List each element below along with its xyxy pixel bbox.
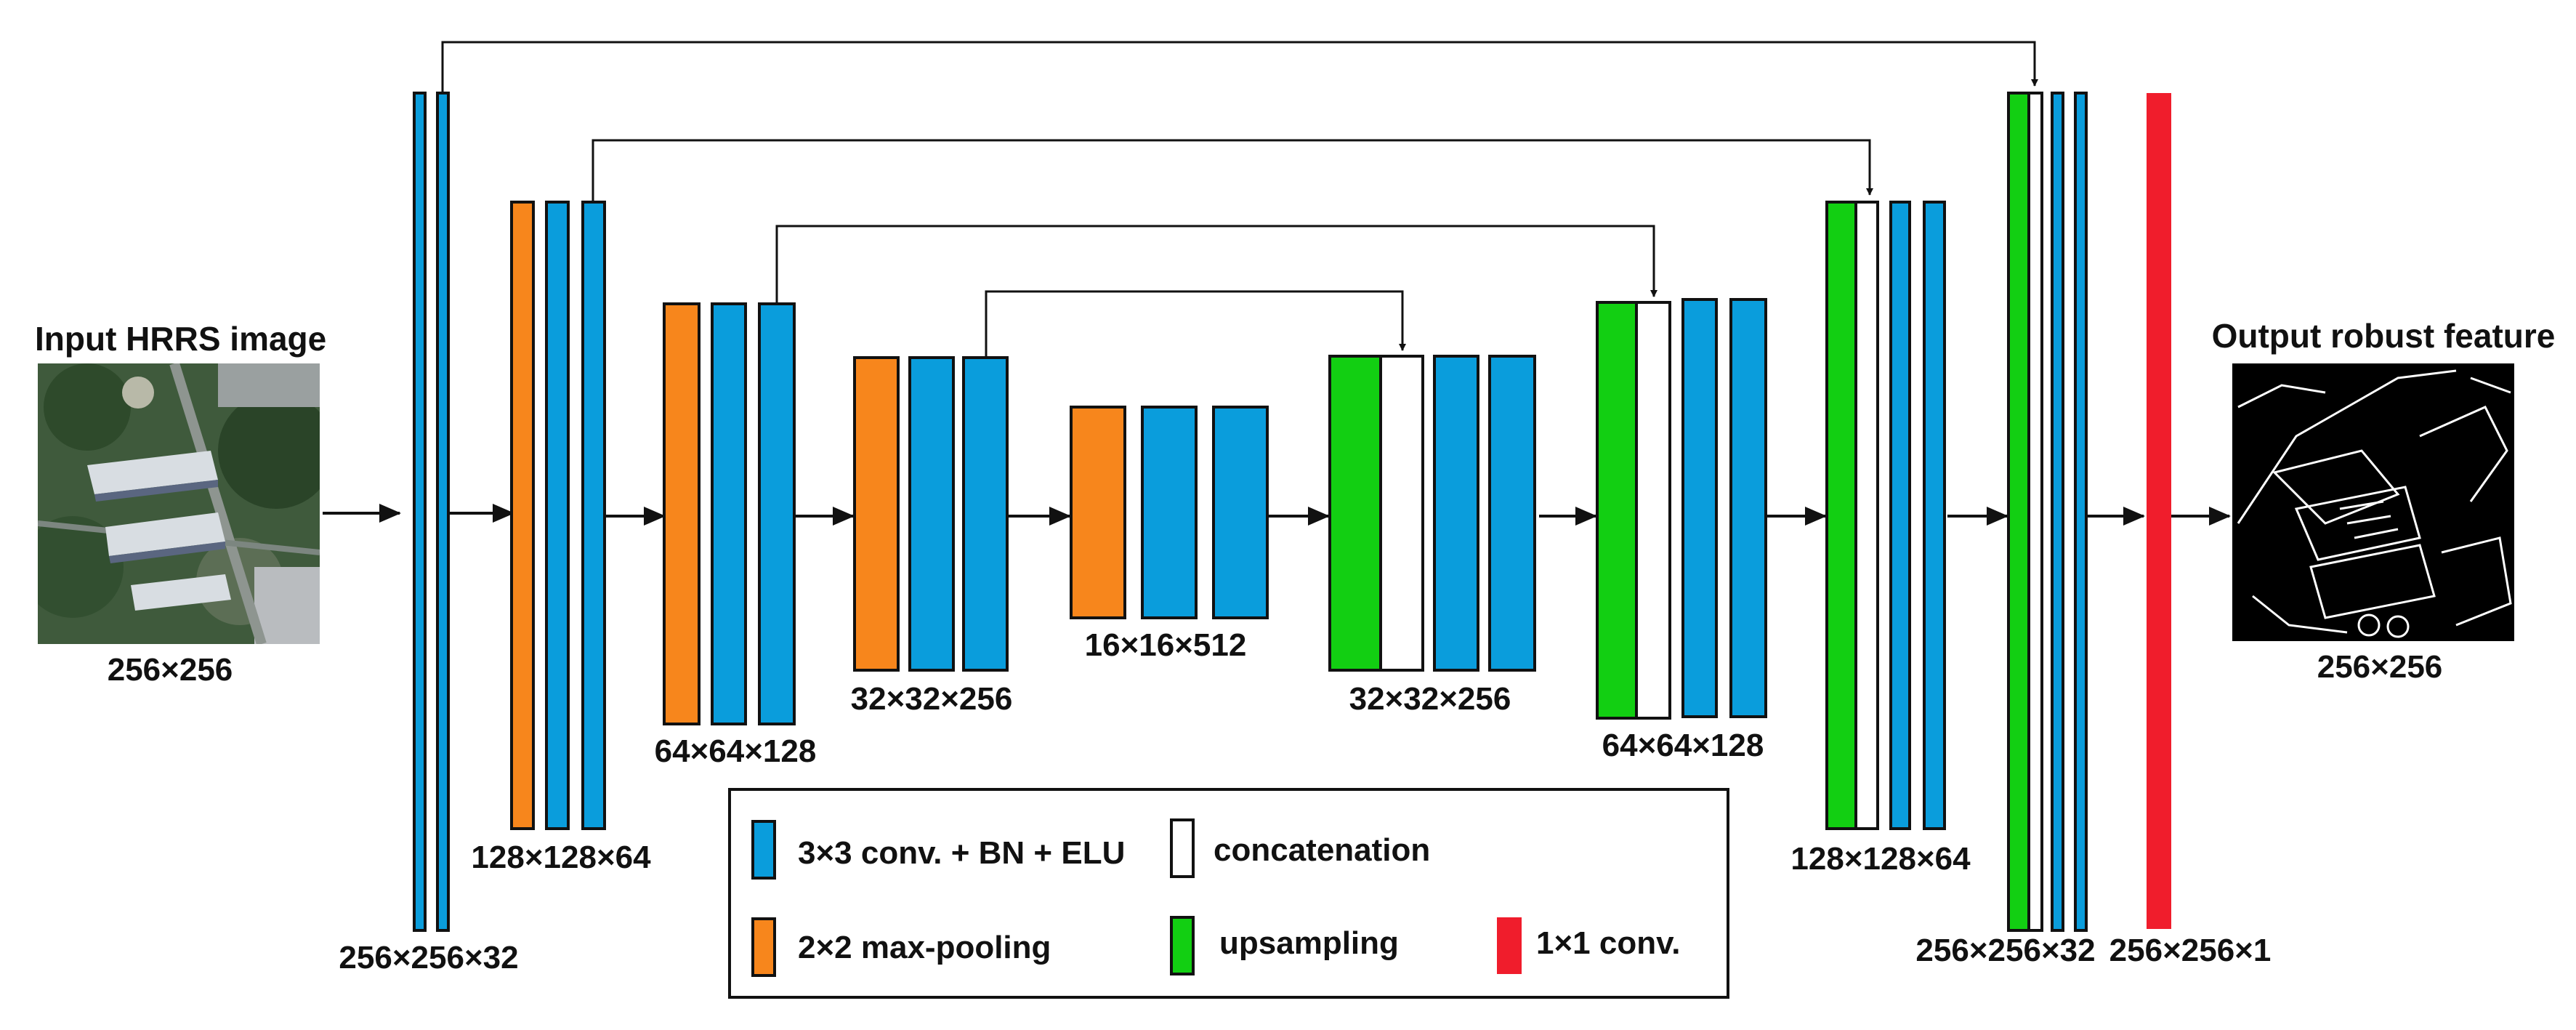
legend-swatch-out (1497, 917, 1522, 974)
stage-label: 256×256×1 (2109, 933, 2272, 968)
stage-decoder-128 (1825, 201, 1946, 830)
legend-swatch-conv (751, 820, 776, 880)
upsample-block (1596, 301, 1638, 720)
conv-block (413, 92, 427, 932)
skip-connection-1 (441, 41, 2038, 93)
output-conv-block (2147, 93, 2171, 929)
stage-label: 128×128×64 (471, 840, 651, 875)
upsample-block (1328, 355, 1382, 672)
conv-block (1141, 406, 1198, 619)
pool-block (1070, 406, 1126, 619)
conv-block (2051, 92, 2064, 932)
input-size-label: 256×256 (108, 652, 233, 688)
conv-block (1488, 355, 1536, 672)
pool-block (663, 302, 700, 725)
conv-block (581, 201, 606, 830)
conv-block (545, 201, 570, 830)
conv-block (962, 356, 1009, 672)
output-title: Output robust feature (2212, 317, 2556, 355)
conv-block (1433, 355, 1479, 672)
concat-block (1854, 201, 1879, 830)
stage-encoder-64 (663, 302, 796, 725)
output-image (2232, 363, 2514, 641)
legend-swatch-concat (1170, 818, 1195, 878)
legend-label-up: upsampling (1219, 925, 1399, 961)
forward-arrows (323, 504, 2231, 526)
legend-swatch-up (1170, 916, 1195, 975)
stage-label: 32×32×256 (851, 681, 1013, 717)
concat-block (1635, 301, 1671, 720)
stage-label: 64×64×128 (1602, 728, 1764, 763)
stage-label: 32×32×256 (1349, 681, 1511, 717)
stage-encoder-32 (853, 356, 1009, 672)
stage-bottleneck (1070, 406, 1269, 619)
stage-encoder-256 (413, 92, 450, 932)
skip-connection-3 (775, 225, 1658, 304)
pool-block (510, 201, 535, 830)
skip-connection-2 (591, 139, 1873, 202)
legend-label-concat: concatenation (1214, 832, 1430, 868)
conv-block (1889, 201, 1911, 830)
conv-block (758, 302, 796, 725)
stage-decoder-256 (2007, 92, 2088, 932)
stage-decoder-32 (1328, 355, 1536, 672)
upsample-block (1825, 201, 1857, 830)
stage-label: 16×16×512 (1085, 627, 1247, 663)
stage-label: 256×256×32 (1915, 933, 2095, 968)
skip-connection-4 (985, 290, 1406, 358)
upsample-block (2007, 92, 2030, 932)
output-size-label: 256×256 (2317, 649, 2443, 685)
legend-swatch-pool (751, 917, 776, 977)
concat-block (2027, 92, 2043, 932)
conv-block (436, 92, 450, 932)
stage-label: 64×64×128 (655, 733, 817, 769)
pool-block (853, 356, 900, 672)
legend-box (728, 788, 1729, 999)
conv-block (1681, 298, 1718, 718)
conv-block (711, 302, 747, 725)
conv-block (1212, 406, 1269, 619)
conv-block (1923, 201, 1946, 830)
stage-label: 128×128×64 (1790, 841, 1971, 877)
legend-label-conv: 3×3 conv. + BN + ELU (798, 835, 1125, 871)
skip-connections (441, 41, 2038, 358)
conv-block (1729, 298, 1767, 718)
concat-block (1379, 355, 1424, 672)
stage-label: 256×256×32 (339, 940, 518, 975)
stage-encoder-128 (510, 201, 606, 830)
input-title: Input HRRS image (35, 320, 326, 358)
conv-block (908, 356, 955, 672)
stage-decoder-64 (1596, 298, 1767, 720)
legend-label-pool: 2×2 max-pooling (798, 930, 1051, 965)
input-image (38, 363, 320, 644)
legend: 3×3 conv. + BN + ELU concatenation 2×2 m… (728, 788, 1729, 999)
legend-label-out: 1×1 conv. (1536, 925, 1681, 961)
stage-output-conv (2147, 93, 2171, 929)
conv-block (2074, 92, 2088, 932)
